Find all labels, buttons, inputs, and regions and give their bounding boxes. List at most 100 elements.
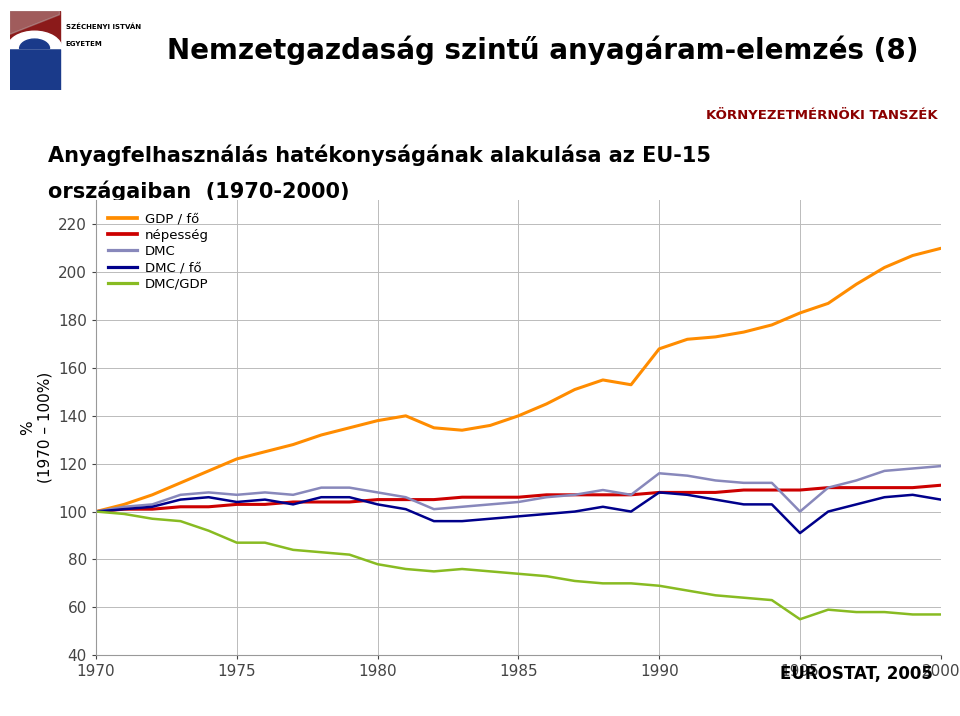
GDP / fő [935, 244, 947, 253]
Wedge shape [7, 32, 62, 49]
DMC/GDP [147, 514, 158, 523]
DMC/GDP [935, 610, 947, 619]
DMC / fő [709, 495, 721, 504]
népesség [654, 488, 665, 497]
DMC / fő [738, 500, 750, 508]
Bar [10, 49, 60, 90]
GDP / fő [766, 321, 778, 329]
DMC [709, 476, 721, 485]
DMC [540, 493, 552, 501]
GDP / fő [878, 263, 890, 272]
DMC / fő [625, 507, 636, 516]
DMC/GDP [597, 579, 609, 588]
népesség [935, 481, 947, 490]
DMC/GDP [259, 538, 271, 547]
GDP / fő [907, 251, 919, 260]
GDP / fő [709, 332, 721, 342]
DMC [259, 488, 271, 497]
DMC [935, 462, 947, 470]
DMC [372, 488, 383, 497]
Text: SZÉCHENYI ISTVÁN: SZÉCHENYI ISTVÁN [65, 23, 141, 30]
DMC [654, 469, 665, 478]
DMC / fő [682, 490, 693, 499]
Line: DMC: DMC [96, 466, 941, 511]
DMC / fő [372, 500, 383, 508]
DMC/GDP [654, 581, 665, 590]
DMC/GDP [851, 608, 862, 616]
DMC/GDP [456, 565, 468, 574]
DMC [851, 476, 862, 485]
GDP / fő [147, 490, 158, 499]
DMC/GDP [118, 510, 130, 518]
DMC [175, 490, 186, 499]
DMC/GDP [794, 615, 805, 624]
DMC / fő [654, 488, 665, 497]
Text: 18/35: 18/35 [845, 696, 881, 709]
DMC / fő [513, 512, 524, 521]
Line: GDP / fő: GDP / fő [96, 248, 941, 511]
Line: DMC / fő: DMC / fő [96, 493, 941, 533]
DMC/GDP [203, 526, 214, 535]
GDP / fő [428, 423, 440, 432]
népesség [118, 505, 130, 513]
népesség [540, 490, 552, 499]
népesség [456, 493, 468, 501]
DMC / fő [456, 517, 468, 526]
DMC/GDP [709, 591, 721, 599]
DMC/GDP [738, 594, 750, 602]
DMC / fő [766, 500, 778, 508]
GDP / fő [794, 309, 805, 317]
népesség [569, 490, 581, 499]
DMC [485, 500, 496, 508]
népesség [513, 493, 524, 501]
GDP / fő [485, 421, 496, 430]
DMC / fő [851, 500, 862, 508]
DMC / fő [907, 490, 919, 499]
DMC / fő [118, 505, 130, 513]
DMC / fő [90, 507, 102, 516]
DMC / fő [878, 493, 890, 501]
DMC / fő [231, 498, 243, 506]
Line: népesség: népesség [96, 485, 941, 511]
népesség [907, 483, 919, 492]
GDP / fő [203, 467, 214, 475]
népesség [147, 505, 158, 513]
DMC [597, 485, 609, 494]
GDP / fő [682, 335, 693, 344]
DMC/GDP [316, 548, 327, 556]
népesség [287, 498, 299, 506]
GDP / fő [540, 400, 552, 408]
DMC / fő [540, 510, 552, 518]
népesség [709, 488, 721, 497]
Text: EGYETEM: EGYETEM [65, 41, 103, 47]
DMC / fő [400, 505, 412, 513]
népesség [316, 498, 327, 506]
DMC/GDP [907, 610, 919, 619]
DMC/GDP [231, 538, 243, 547]
DMC [118, 503, 130, 511]
DMC/GDP [90, 507, 102, 516]
DMC/GDP [766, 596, 778, 604]
népesség [259, 500, 271, 508]
GDP / fő [513, 412, 524, 420]
GDP / fő [738, 328, 750, 337]
DMC [428, 505, 440, 513]
DMC / fő [316, 493, 327, 501]
GDP / fő [287, 440, 299, 449]
DMC / fő [203, 493, 214, 501]
DMC / fő [569, 507, 581, 516]
Bar [10, 11, 60, 46]
DMC [569, 490, 581, 499]
DMC [513, 498, 524, 506]
DMC [344, 483, 355, 492]
Text: Létrehozta: dr. Torma A.: Létrehozta: dr. Torma A. [48, 696, 197, 709]
GDP / fő [372, 416, 383, 425]
DMC/GDP [569, 576, 581, 585]
Polygon shape [10, 11, 60, 34]
DMC [907, 464, 919, 473]
népesség [766, 485, 778, 494]
DMC/GDP [878, 608, 890, 616]
DMC / fő [428, 517, 440, 526]
Legend: GDP / fő, népesség, DMC, DMC / fő, DMC/GDP: GDP / fő, népesség, DMC, DMC / fő, DMC/G… [103, 207, 214, 296]
népesség [428, 495, 440, 504]
